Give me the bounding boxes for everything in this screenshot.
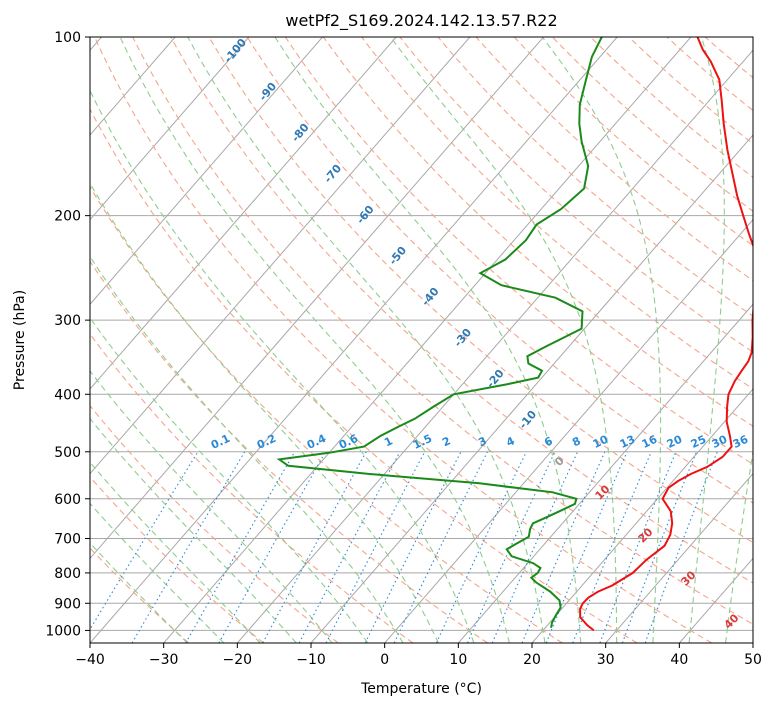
x-tick-label: 20 [523, 652, 541, 668]
y-tick-label: 300 [54, 313, 81, 329]
chart-title: wetPf2_S169.2024.142.13.57.R22 [285, 11, 557, 31]
y-axis-label: Pressure (hPa) [12, 290, 28, 390]
y-tick-label: 900 [54, 596, 81, 612]
y-tick-label: 200 [54, 209, 81, 225]
x-tick-label: 40 [670, 652, 688, 668]
x-tick-label: −10 [296, 652, 326, 668]
y-tick-label: 400 [54, 387, 81, 403]
x-tick-label: 10 [449, 652, 467, 668]
x-tick-label: −40 [75, 652, 105, 668]
y-tick-label: 500 [54, 445, 81, 461]
y-tick-label: 1000 [45, 623, 81, 639]
x-axis-label: Temperature (°C) [360, 681, 482, 697]
x-tick-label: −30 [149, 652, 179, 668]
x-tick-label: 30 [597, 652, 615, 668]
x-tick-label: −20 [223, 652, 253, 668]
y-tick-label: 100 [54, 30, 81, 46]
x-tick-label: 50 [744, 652, 762, 668]
x-tick-label: 0 [380, 652, 389, 668]
y-tick-label: 800 [54, 566, 81, 582]
y-tick-label: 600 [54, 492, 81, 508]
y-tick-label: 700 [54, 532, 81, 548]
